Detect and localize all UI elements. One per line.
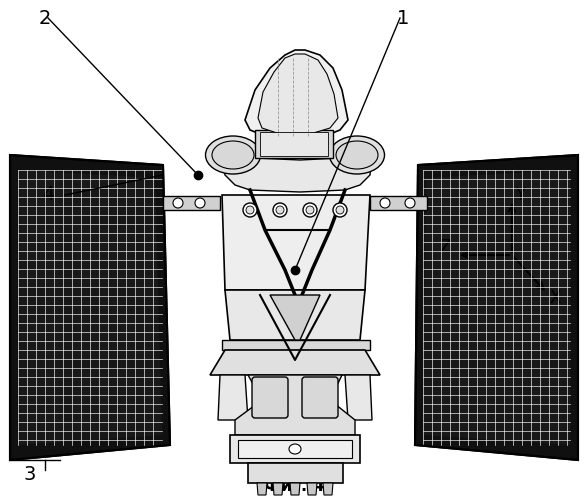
Polygon shape: [18, 170, 162, 445]
Polygon shape: [245, 50, 348, 140]
Ellipse shape: [273, 203, 287, 217]
Text: Z: Z: [439, 238, 450, 256]
Polygon shape: [222, 195, 370, 290]
Polygon shape: [257, 483, 267, 495]
Text: Фиг. 4: Фиг. 4: [263, 477, 325, 495]
Ellipse shape: [380, 198, 390, 208]
Bar: [370, 196, 427, 210]
Bar: [163, 196, 220, 210]
Polygon shape: [258, 54, 338, 136]
Bar: [230, 435, 360, 463]
Ellipse shape: [336, 206, 344, 214]
Ellipse shape: [405, 198, 415, 208]
Ellipse shape: [276, 206, 284, 214]
Text: 4: 4: [42, 186, 54, 204]
Bar: [255, 130, 333, 158]
Polygon shape: [273, 483, 283, 495]
Polygon shape: [345, 375, 372, 420]
Polygon shape: [235, 375, 355, 435]
Text: 3: 3: [24, 464, 36, 483]
Text: 1: 1: [397, 8, 409, 28]
FancyBboxPatch shape: [302, 377, 338, 418]
Polygon shape: [423, 170, 570, 445]
Bar: [248, 463, 343, 483]
Ellipse shape: [306, 206, 314, 214]
Ellipse shape: [303, 203, 317, 217]
Text: Y: Y: [515, 186, 525, 204]
Polygon shape: [218, 375, 248, 420]
Polygon shape: [290, 483, 300, 495]
Polygon shape: [210, 350, 380, 375]
Ellipse shape: [289, 444, 301, 454]
Polygon shape: [225, 290, 365, 340]
Ellipse shape: [336, 141, 378, 169]
Ellipse shape: [333, 203, 347, 217]
Polygon shape: [10, 155, 170, 460]
Text: 2: 2: [39, 8, 51, 28]
Ellipse shape: [329, 136, 385, 174]
Bar: [238, 440, 352, 458]
Ellipse shape: [205, 136, 260, 174]
Ellipse shape: [243, 203, 257, 217]
Polygon shape: [323, 483, 333, 495]
Text: X: X: [549, 289, 561, 307]
Ellipse shape: [212, 141, 254, 169]
Polygon shape: [220, 155, 372, 192]
Polygon shape: [307, 483, 317, 495]
Bar: [222, 340, 370, 350]
Polygon shape: [270, 295, 320, 340]
Ellipse shape: [173, 198, 183, 208]
Ellipse shape: [195, 198, 205, 208]
FancyBboxPatch shape: [252, 377, 288, 418]
Polygon shape: [415, 155, 578, 460]
Bar: [260, 132, 328, 156]
Ellipse shape: [246, 206, 254, 214]
